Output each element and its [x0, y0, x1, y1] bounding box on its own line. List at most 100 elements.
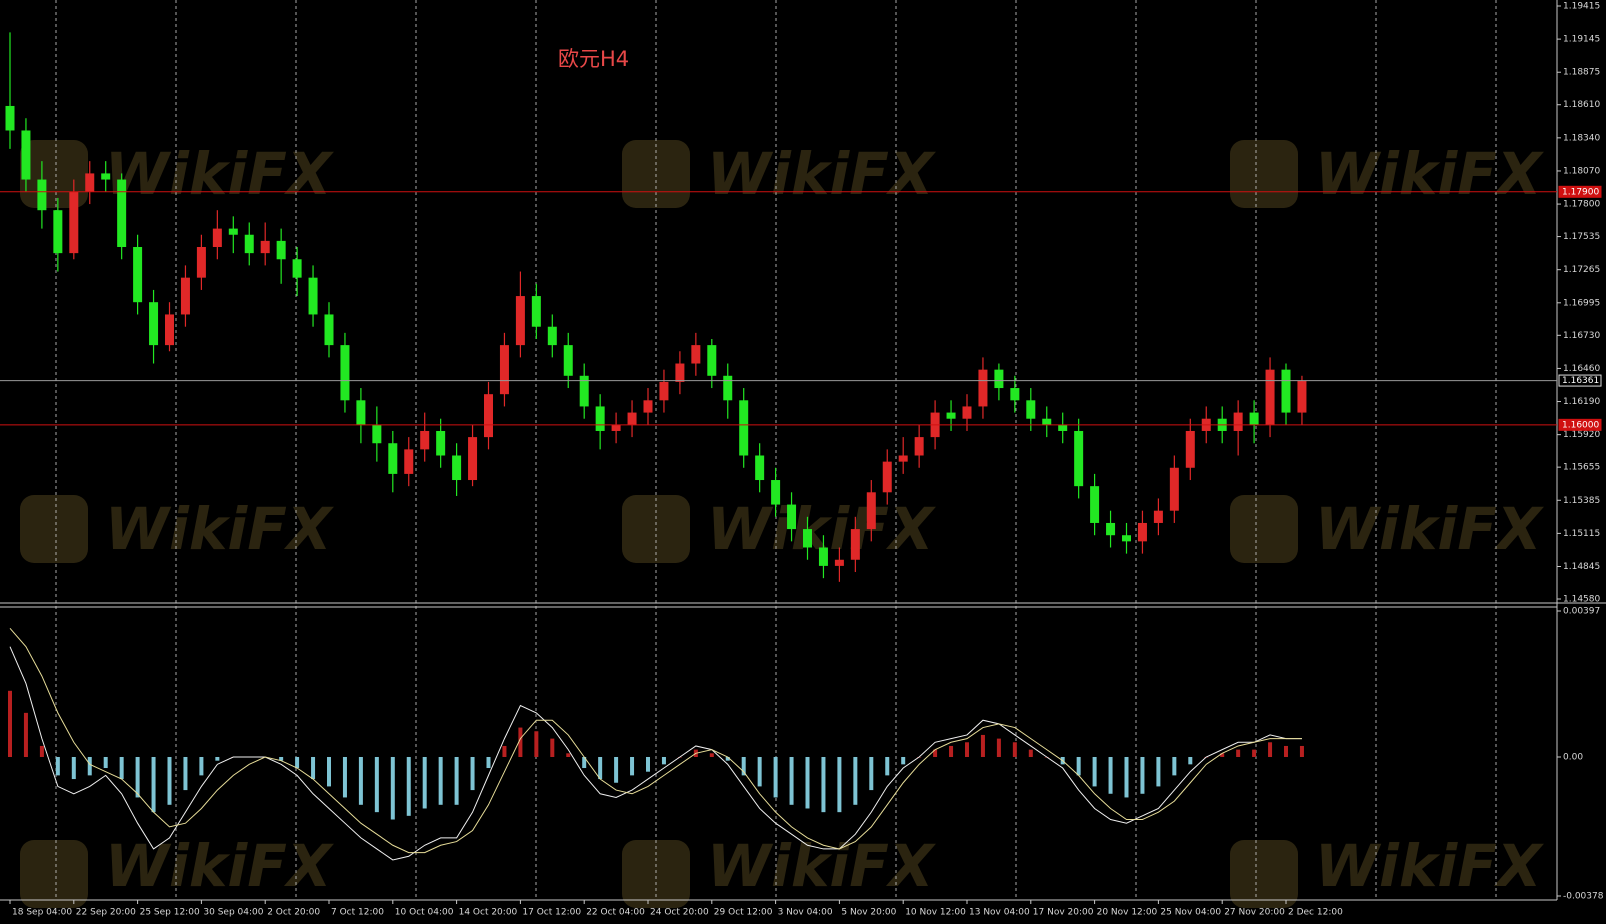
candle-body — [5, 105, 15, 131]
histogram-bar — [885, 756, 890, 776]
candle-body — [914, 437, 924, 456]
histogram-bar — [1156, 756, 1161, 787]
histogram-bar — [805, 756, 810, 809]
candle-body — [643, 400, 653, 413]
level-label-box — [1558, 418, 1602, 431]
histogram-bar — [167, 756, 172, 805]
x-tick-label: 13 Nov 04:00 — [969, 908, 1030, 918]
histogram-bar — [422, 756, 427, 809]
candle-body — [834, 559, 844, 566]
histogram-bar — [8, 690, 12, 757]
histogram-bar — [1172, 756, 1177, 776]
histogram-bar — [901, 756, 906, 765]
candle-body — [723, 375, 733, 401]
histogram-bar — [582, 756, 587, 769]
histogram-bar — [534, 731, 539, 757]
candle-body — [356, 400, 366, 425]
histogram-bar — [949, 745, 954, 757]
y-tick-label: -0.00378 — [1563, 892, 1604, 902]
x-tick-label: 29 Oct 12:00 — [714, 908, 773, 918]
y-tick-label: 1.15385 — [1563, 496, 1600, 506]
candle-body — [1153, 510, 1163, 523]
candle-body — [468, 437, 478, 481]
histogram-bar — [1140, 756, 1145, 794]
x-tick-label: 22 Sep 20:00 — [76, 908, 136, 918]
watermark: WikiFX — [1315, 140, 1545, 208]
candle-body — [308, 277, 318, 315]
histogram-bar — [151, 756, 156, 813]
x-tick-label: 2 Oct 20:00 — [267, 908, 320, 918]
candle-body — [1233, 412, 1243, 431]
x-tick-label: 30 Sep 04:00 — [203, 908, 263, 918]
candle-body — [579, 375, 589, 407]
candle-body — [1122, 535, 1131, 542]
candle-body — [771, 480, 781, 505]
y-tick-label: 1.17800 — [1563, 200, 1600, 210]
level-label-box — [1558, 185, 1602, 198]
x-tick-label: 10 Nov 12:00 — [905, 908, 966, 918]
candle-body — [882, 461, 892, 493]
candle-body — [244, 234, 254, 254]
y-tick-label: 1.15115 — [1563, 529, 1600, 539]
y-tick-label: 1.17535 — [1563, 232, 1600, 242]
x-tick-label: 22 Oct 04:00 — [586, 908, 645, 918]
candle-body — [133, 247, 143, 303]
x-tick-label: 7 Oct 12:00 — [331, 908, 384, 918]
histogram-bar — [853, 756, 858, 805]
histogram-bar — [1252, 749, 1257, 757]
histogram-bar — [327, 756, 331, 787]
histogram-bar — [311, 756, 316, 780]
candle-body — [595, 406, 605, 431]
histogram-bar — [646, 756, 650, 772]
candle-body — [1281, 369, 1291, 413]
candle-body — [452, 455, 462, 481]
histogram-bar — [438, 756, 443, 805]
y-tick-label: 1.18875 — [1563, 68, 1600, 78]
candle-body — [739, 400, 749, 456]
candle-body — [228, 228, 238, 235]
histogram-bar — [470, 756, 475, 791]
histogram-bar — [980, 734, 985, 757]
histogram-bar — [869, 756, 874, 791]
histogram-bar — [486, 756, 491, 769]
macd-line — [9, 646, 1302, 861]
candle-body — [994, 369, 1004, 389]
x-tick-label: 17 Oct 12:00 — [522, 908, 581, 918]
histogram-bar — [279, 756, 284, 761]
histogram-bar — [71, 756, 76, 780]
y-tick-label: 1.16460 — [1563, 364, 1600, 374]
y-tick-label: 1.19415 — [1563, 2, 1600, 12]
histogram-bar — [965, 742, 969, 757]
y-tick-label: 1.18340 — [1563, 133, 1600, 143]
candle-body — [324, 314, 334, 346]
histogram-bar — [821, 756, 826, 813]
watermarks: WikiFX WikiFX WikiFX WikiFX WikiFX WikiF… — [20, 140, 1545, 908]
histogram-bar — [135, 756, 140, 798]
histogram-bar — [103, 756, 108, 769]
x-tick-label: 14 Oct 20:00 — [459, 908, 518, 918]
x-tick-label: 17 Nov 20:00 — [1033, 908, 1094, 918]
candle-body — [180, 277, 190, 315]
candle-body — [1106, 522, 1116, 536]
watermark: WikiFX — [707, 140, 937, 208]
candle-body — [978, 369, 988, 407]
candle-body — [499, 345, 509, 395]
candle-body — [1169, 467, 1179, 511]
histogram-bar — [773, 756, 778, 798]
candle-body — [531, 296, 541, 327]
macd-line — [9, 627, 1302, 854]
candle-body — [818, 547, 828, 566]
candle-body — [691, 345, 701, 364]
candle-body — [611, 424, 621, 431]
histogram-bar — [215, 756, 220, 761]
candle-body — [372, 424, 382, 444]
candle-body — [85, 173, 95, 192]
histogram-bar — [406, 756, 411, 816]
histogram-bar — [1124, 756, 1129, 798]
candle-body — [404, 449, 414, 474]
candle-body — [101, 173, 111, 180]
candle-body — [1265, 369, 1275, 425]
candle-body — [292, 259, 302, 278]
histogram-bar — [39, 745, 44, 757]
candle-body — [1249, 412, 1259, 425]
